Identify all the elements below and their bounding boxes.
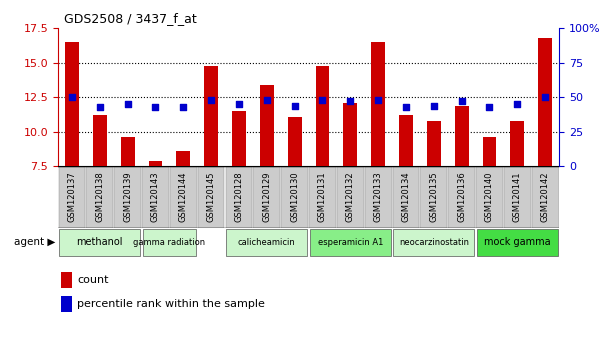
Text: neocarzinostatin: neocarzinostatin	[399, 238, 469, 247]
FancyBboxPatch shape	[86, 167, 113, 228]
Point	[290, 103, 299, 108]
Text: GSM120138: GSM120138	[95, 171, 104, 222]
Bar	[121, 137, 134, 166]
FancyBboxPatch shape	[309, 167, 336, 228]
Point	[401, 104, 411, 110]
Bar	[510, 121, 524, 166]
Bar	[232, 111, 246, 166]
Bar	[538, 38, 552, 166]
Text: GSM120143: GSM120143	[151, 171, 160, 222]
FancyBboxPatch shape	[476, 167, 503, 228]
Text: GSM120144: GSM120144	[179, 171, 188, 222]
Text: GSM120135: GSM120135	[430, 171, 438, 222]
FancyBboxPatch shape	[448, 167, 475, 228]
Point	[150, 104, 160, 110]
Text: GSM120132: GSM120132	[346, 171, 355, 222]
Bar	[315, 65, 329, 166]
Text: percentile rank within the sample: percentile rank within the sample	[77, 299, 265, 309]
FancyBboxPatch shape	[225, 167, 252, 228]
FancyBboxPatch shape	[226, 229, 307, 256]
Point	[457, 99, 467, 104]
Text: GSM120145: GSM120145	[207, 171, 216, 222]
Point	[373, 97, 383, 103]
Text: mock gamma: mock gamma	[484, 238, 551, 247]
Text: GSM120130: GSM120130	[290, 171, 299, 222]
Bar	[93, 115, 107, 166]
Point	[178, 104, 188, 110]
Point	[67, 95, 77, 100]
Text: GSM120134: GSM120134	[401, 171, 411, 222]
Text: GSM120139: GSM120139	[123, 171, 132, 222]
FancyBboxPatch shape	[254, 167, 280, 228]
Point	[234, 101, 244, 107]
FancyBboxPatch shape	[393, 229, 475, 256]
FancyBboxPatch shape	[532, 167, 558, 228]
Text: esperamicin A1: esperamicin A1	[318, 238, 383, 247]
Bar	[371, 42, 385, 166]
Point	[345, 99, 355, 104]
Bar	[148, 161, 163, 166]
FancyBboxPatch shape	[393, 167, 419, 228]
FancyBboxPatch shape	[170, 167, 197, 228]
Bar	[455, 105, 469, 166]
Bar	[204, 65, 218, 166]
Point	[95, 104, 104, 110]
FancyBboxPatch shape	[142, 167, 169, 228]
FancyBboxPatch shape	[477, 229, 558, 256]
Bar	[343, 103, 357, 166]
Point	[318, 97, 327, 103]
Point	[262, 97, 272, 103]
Bar	[483, 137, 496, 166]
Bar	[399, 115, 413, 166]
FancyBboxPatch shape	[310, 229, 391, 256]
Point	[123, 101, 133, 107]
Point	[485, 104, 494, 110]
FancyBboxPatch shape	[142, 229, 196, 256]
Text: GSM120128: GSM120128	[235, 171, 243, 222]
Bar	[60, 272, 71, 288]
Bar	[288, 117, 302, 166]
FancyBboxPatch shape	[281, 167, 308, 228]
Bar	[260, 85, 274, 166]
Text: GSM120140: GSM120140	[485, 171, 494, 222]
Point	[429, 103, 439, 108]
Bar	[177, 151, 190, 166]
Text: GSM120129: GSM120129	[262, 171, 271, 222]
Point	[207, 97, 216, 103]
FancyBboxPatch shape	[365, 167, 392, 228]
FancyBboxPatch shape	[420, 167, 447, 228]
Bar	[427, 121, 441, 166]
FancyBboxPatch shape	[337, 167, 364, 228]
FancyBboxPatch shape	[198, 167, 224, 228]
Text: calicheamicin: calicheamicin	[238, 238, 296, 247]
FancyBboxPatch shape	[59, 167, 86, 228]
Text: GSM120142: GSM120142	[541, 171, 550, 222]
Text: GSM120133: GSM120133	[374, 171, 382, 222]
FancyBboxPatch shape	[114, 167, 141, 228]
FancyBboxPatch shape	[59, 229, 141, 256]
FancyBboxPatch shape	[504, 167, 531, 228]
Bar	[65, 42, 79, 166]
Text: agent ▶: agent ▶	[13, 238, 55, 247]
Text: count: count	[77, 275, 109, 285]
Text: methanol: methanol	[76, 238, 123, 247]
Text: gamma radiation: gamma radiation	[133, 238, 205, 247]
Text: GSM120131: GSM120131	[318, 171, 327, 222]
Text: GSM120136: GSM120136	[457, 171, 466, 222]
Point	[540, 95, 550, 100]
Bar	[60, 296, 71, 312]
Point	[513, 101, 522, 107]
Text: GSM120137: GSM120137	[67, 171, 76, 222]
Text: GSM120141: GSM120141	[513, 171, 522, 222]
Text: GDS2508 / 3437_f_at: GDS2508 / 3437_f_at	[64, 12, 197, 25]
